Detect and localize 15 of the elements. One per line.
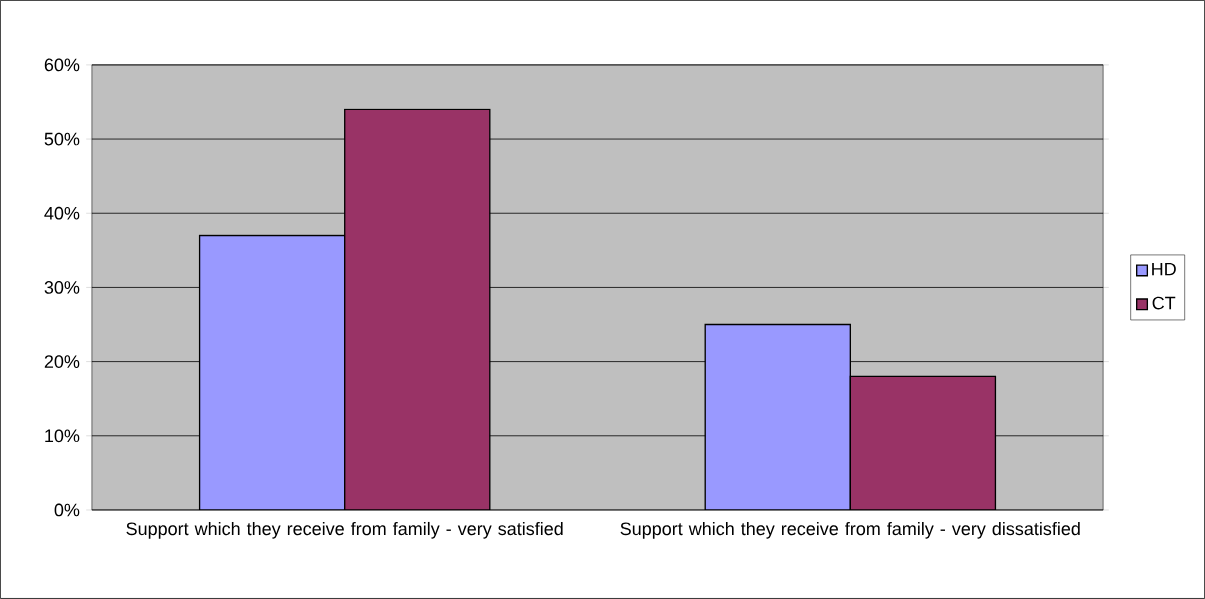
y-tick-label: 0% [54, 503, 80, 517]
legend-label: CT [1152, 296, 1176, 310]
y-tick-label: 30% [44, 281, 80, 294]
y-tick-label: 20% [44, 355, 80, 369]
y-tick-label: 10% [45, 429, 80, 443]
bar [198, 234, 346, 511]
x-tick-label: Support which they receive from family - very satisfied [126, 521, 563, 539]
bar [704, 323, 851, 511]
y-tick-label: 60% [44, 58, 80, 72]
bar [344, 108, 491, 511]
x-tick-label: Support which they receive from family - very dissatisfied [620, 521, 1080, 539]
bar [849, 375, 997, 511]
legend-label: HD [1152, 262, 1176, 276]
y-tick-label: 40% [44, 206, 80, 220]
y-tick-label: 50% [44, 132, 80, 146]
